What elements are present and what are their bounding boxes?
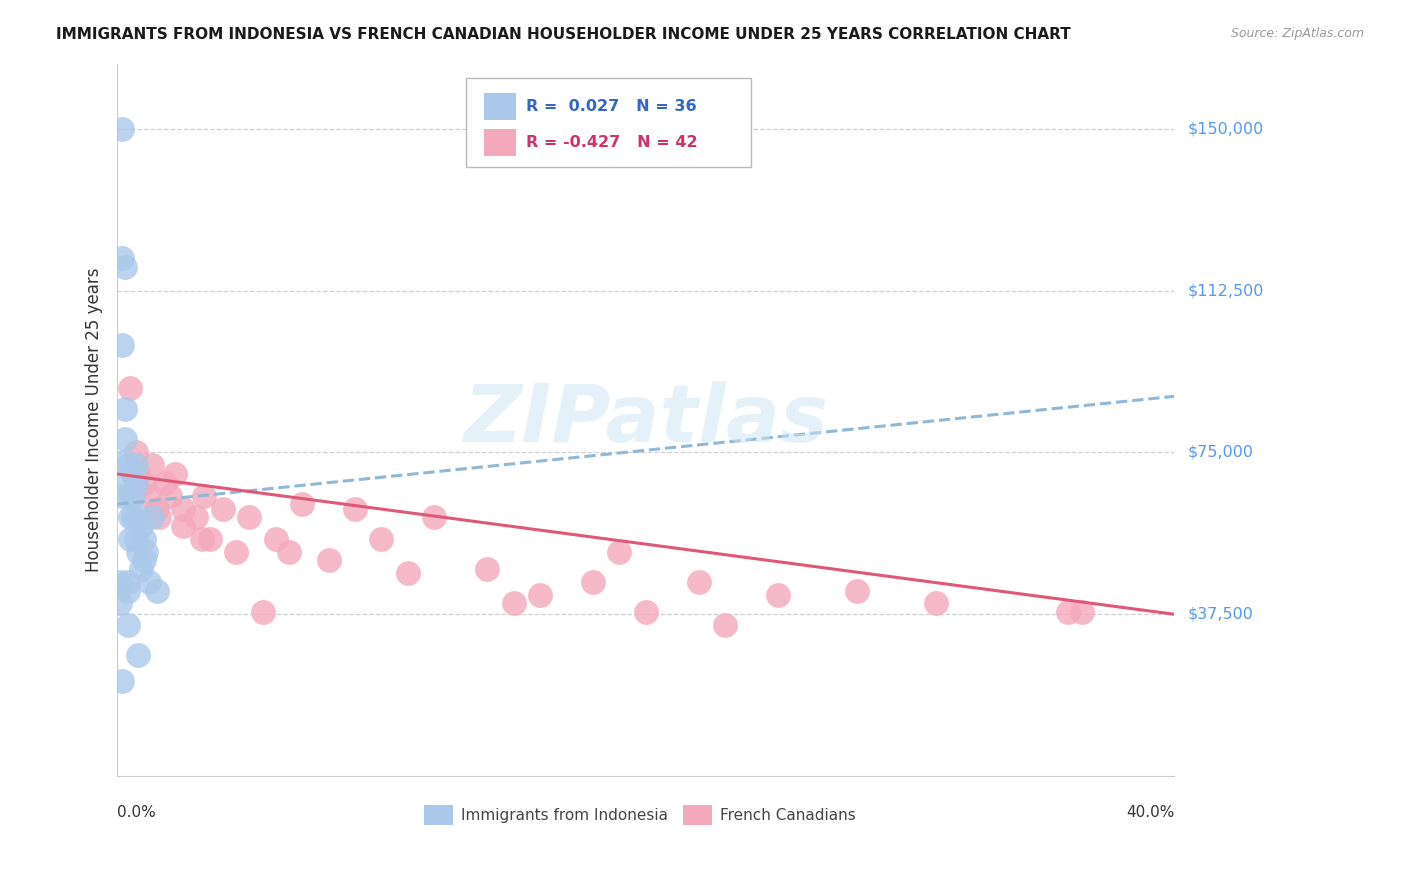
Point — [117, 618, 139, 632]
Point — [190, 532, 212, 546]
Point — [125, 458, 148, 473]
Point — [370, 532, 392, 546]
Text: $150,000: $150,000 — [1188, 121, 1264, 136]
Text: 40.0%: 40.0% — [1126, 805, 1174, 820]
Point — [129, 518, 152, 533]
Point — [141, 510, 163, 524]
Point — [252, 605, 274, 619]
Point — [117, 458, 139, 473]
Point — [766, 588, 789, 602]
Point — [146, 501, 169, 516]
Point — [132, 475, 155, 490]
Text: $112,500: $112,500 — [1188, 283, 1264, 298]
Point — [607, 544, 630, 558]
Point — [138, 489, 160, 503]
Y-axis label: Householder Income Under 25 years: Householder Income Under 25 years — [86, 268, 103, 573]
Point — [688, 574, 710, 589]
Point — [120, 381, 142, 395]
Point — [396, 566, 419, 581]
Point — [135, 544, 157, 558]
Point — [122, 489, 145, 503]
Point — [111, 121, 134, 136]
Point — [846, 583, 869, 598]
Point — [125, 532, 148, 546]
Point — [344, 501, 367, 516]
Point — [198, 532, 221, 546]
Point — [114, 454, 136, 468]
Point — [114, 260, 136, 274]
Point — [193, 489, 215, 503]
Point — [146, 583, 169, 598]
Point — [925, 597, 948, 611]
Point — [582, 574, 605, 589]
Point — [225, 544, 247, 558]
Point — [111, 674, 134, 689]
Point — [278, 544, 301, 558]
Point — [120, 510, 142, 524]
Text: French Canadians: French Canadians — [720, 808, 855, 822]
FancyBboxPatch shape — [423, 805, 453, 825]
Text: ZIPatlas: ZIPatlas — [463, 381, 828, 459]
Point — [148, 510, 170, 524]
Point — [120, 489, 142, 503]
Point — [291, 497, 314, 511]
Point — [117, 574, 139, 589]
Point — [159, 489, 181, 503]
Point — [125, 475, 148, 490]
Point — [238, 510, 260, 524]
Text: $37,500: $37,500 — [1188, 607, 1254, 622]
Point — [117, 583, 139, 598]
Text: 0.0%: 0.0% — [117, 805, 156, 820]
Point — [122, 467, 145, 481]
Point — [127, 544, 149, 558]
Point — [108, 574, 131, 589]
FancyBboxPatch shape — [484, 94, 516, 120]
Point — [127, 467, 149, 481]
Point — [129, 562, 152, 576]
Text: Immigrants from Indonesia: Immigrants from Indonesia — [461, 808, 668, 822]
Point — [212, 501, 235, 516]
Point — [141, 458, 163, 473]
Point — [172, 518, 194, 533]
Point — [111, 252, 134, 266]
Point — [1070, 605, 1092, 619]
Point — [111, 337, 134, 351]
Point — [165, 467, 187, 481]
Text: Source: ZipAtlas.com: Source: ZipAtlas.com — [1230, 27, 1364, 40]
Point — [634, 605, 657, 619]
Point — [529, 588, 551, 602]
Point — [117, 475, 139, 490]
Point — [120, 532, 142, 546]
Point — [111, 489, 134, 503]
Point — [108, 597, 131, 611]
Point — [127, 510, 149, 524]
Text: R =  0.027   N = 36: R = 0.027 N = 36 — [526, 99, 697, 114]
Point — [138, 574, 160, 589]
Point — [318, 553, 340, 567]
Point — [122, 510, 145, 524]
Point — [714, 618, 737, 632]
FancyBboxPatch shape — [484, 128, 516, 156]
Point — [1057, 605, 1080, 619]
Point — [153, 475, 176, 490]
Point — [502, 597, 524, 611]
FancyBboxPatch shape — [465, 78, 751, 168]
Text: IMMIGRANTS FROM INDONESIA VS FRENCH CANADIAN HOUSEHOLDER INCOME UNDER 25 YEARS C: IMMIGRANTS FROM INDONESIA VS FRENCH CANA… — [56, 27, 1071, 42]
Point — [127, 648, 149, 663]
Point — [172, 501, 194, 516]
Point — [264, 532, 287, 546]
Point — [475, 562, 498, 576]
Point — [114, 402, 136, 417]
Text: $75,000: $75,000 — [1188, 445, 1254, 460]
Point — [114, 433, 136, 447]
Point — [132, 532, 155, 546]
Point — [132, 553, 155, 567]
Point — [125, 445, 148, 459]
Point — [186, 510, 208, 524]
FancyBboxPatch shape — [683, 805, 713, 825]
Text: R = -0.427   N = 42: R = -0.427 N = 42 — [526, 135, 697, 150]
Point — [423, 510, 446, 524]
